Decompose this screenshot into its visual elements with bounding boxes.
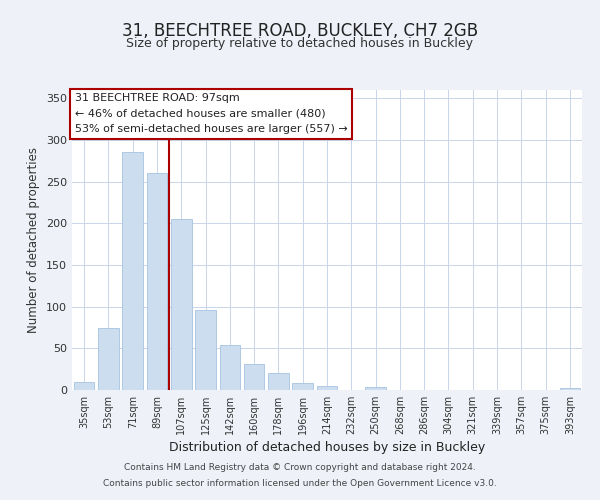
Text: 31 BEECHTREE ROAD: 97sqm
← 46% of detached houses are smaller (480)
53% of semi-: 31 BEECHTREE ROAD: 97sqm ← 46% of detach…	[74, 93, 347, 134]
Bar	[195, 310, 216, 390]
Text: Contains HM Land Registry data © Crown copyright and database right 2024.: Contains HM Land Registry data © Crown c…	[124, 464, 476, 472]
Text: 31, BEECHTREE ROAD, BUCKLEY, CH7 2GB: 31, BEECHTREE ROAD, BUCKLEY, CH7 2GB	[122, 22, 478, 40]
Bar	[365, 386, 386, 390]
Bar	[74, 382, 94, 390]
Bar	[122, 152, 143, 390]
Bar	[560, 388, 580, 390]
Bar	[171, 219, 191, 390]
Y-axis label: Number of detached properties: Number of detached properties	[28, 147, 40, 333]
Bar	[292, 382, 313, 390]
Bar	[98, 328, 119, 390]
Bar	[220, 345, 240, 390]
Bar	[317, 386, 337, 390]
Bar	[146, 174, 167, 390]
Bar	[268, 372, 289, 390]
Bar	[244, 364, 265, 390]
Text: Size of property relative to detached houses in Buckley: Size of property relative to detached ho…	[127, 38, 473, 51]
Text: Contains public sector information licensed under the Open Government Licence v3: Contains public sector information licen…	[103, 478, 497, 488]
X-axis label: Distribution of detached houses by size in Buckley: Distribution of detached houses by size …	[169, 441, 485, 454]
